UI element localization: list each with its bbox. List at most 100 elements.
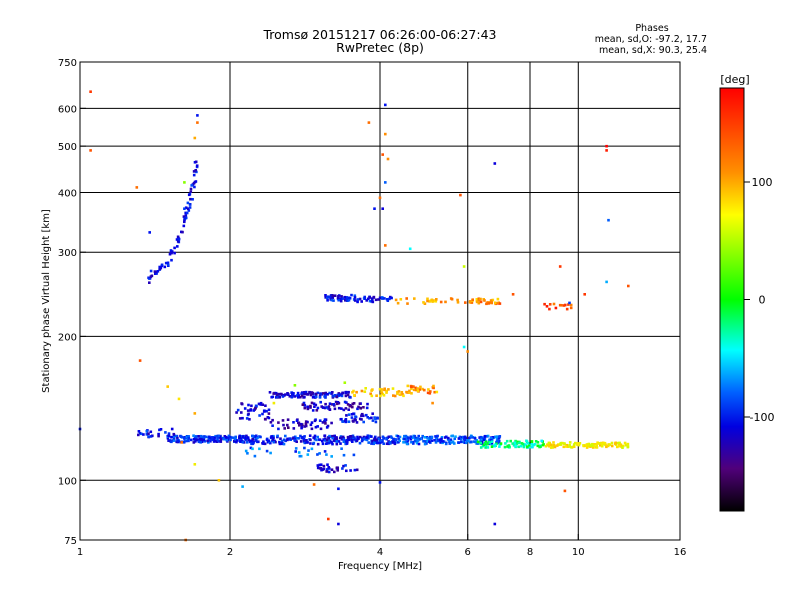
data-point xyxy=(292,427,296,430)
data-point xyxy=(296,391,300,395)
data-point xyxy=(543,302,546,306)
data-point xyxy=(303,391,306,394)
data-point xyxy=(333,434,336,438)
data-point xyxy=(192,434,195,437)
data-point xyxy=(166,263,170,267)
data-point xyxy=(513,441,516,445)
data-point xyxy=(351,419,355,423)
data-point xyxy=(412,388,416,392)
data-point xyxy=(316,391,320,395)
data-point xyxy=(319,463,323,466)
data-point xyxy=(172,434,176,437)
data-point xyxy=(312,402,316,405)
data-point xyxy=(188,206,192,209)
data-point xyxy=(376,441,380,445)
data-point xyxy=(621,444,625,448)
data-point xyxy=(347,408,350,411)
data-point xyxy=(267,416,271,420)
data-point xyxy=(370,416,373,420)
data-point xyxy=(432,384,435,388)
data-point xyxy=(446,438,450,441)
data-point xyxy=(378,196,382,200)
data-point xyxy=(560,304,563,307)
data-point xyxy=(408,247,412,251)
data-point xyxy=(429,437,432,440)
data-point xyxy=(205,435,208,439)
data-point xyxy=(226,436,230,440)
data-point xyxy=(486,442,489,446)
data-point xyxy=(595,446,599,449)
data-point xyxy=(548,307,551,311)
data-point xyxy=(414,388,418,392)
data-point xyxy=(459,437,463,441)
data-point xyxy=(350,293,353,297)
data-point xyxy=(337,487,340,491)
data-point xyxy=(348,437,351,440)
data-point xyxy=(341,467,344,470)
data-point xyxy=(175,238,179,241)
data-point xyxy=(591,446,595,449)
data-point xyxy=(378,387,382,391)
data-point xyxy=(252,441,255,445)
data-point xyxy=(626,445,630,449)
data-point xyxy=(576,442,580,445)
data-point xyxy=(435,298,438,301)
data-point xyxy=(519,444,523,448)
data-point xyxy=(325,438,329,442)
data-point xyxy=(416,436,420,440)
data-point xyxy=(316,435,319,439)
data-point xyxy=(303,439,307,443)
data-point xyxy=(199,434,203,438)
data-point xyxy=(191,198,194,201)
data-point xyxy=(249,409,252,412)
data-point xyxy=(485,435,488,438)
data-point xyxy=(89,90,92,93)
data-point xyxy=(245,417,249,420)
data-point xyxy=(536,441,540,444)
data-point xyxy=(410,440,413,444)
data-point xyxy=(291,437,295,440)
data-point xyxy=(426,299,429,303)
data-point xyxy=(272,434,275,438)
data-point xyxy=(300,392,303,395)
data-point xyxy=(484,446,487,449)
data-point xyxy=(341,435,345,439)
data-point xyxy=(277,427,280,431)
data-point xyxy=(359,407,362,410)
data-point xyxy=(356,300,359,304)
data-point xyxy=(322,438,325,441)
data-point xyxy=(399,298,403,301)
data-point xyxy=(552,302,556,306)
data-point xyxy=(493,444,496,448)
data-point xyxy=(451,440,455,443)
data-point xyxy=(422,301,425,304)
data-point xyxy=(280,439,284,443)
data-point xyxy=(198,437,201,441)
data-point xyxy=(323,395,326,398)
data-point xyxy=(247,412,250,416)
data-point xyxy=(325,468,329,471)
data-point xyxy=(362,435,366,439)
data-point xyxy=(596,441,599,444)
data-point xyxy=(547,441,551,445)
data-point xyxy=(235,440,238,444)
data-point xyxy=(286,392,289,395)
data-point xyxy=(584,444,587,447)
data-point xyxy=(290,395,294,399)
data-point xyxy=(320,392,323,396)
data-point xyxy=(618,441,621,445)
data-point xyxy=(337,392,341,395)
data-point xyxy=(527,442,530,445)
data-point xyxy=(277,421,280,424)
x-tick-label: 1 xyxy=(77,547,83,558)
data-point xyxy=(271,418,274,422)
data-point xyxy=(275,393,279,397)
data-point xyxy=(426,297,429,301)
data-point xyxy=(224,435,228,439)
x-tick-label: 6 xyxy=(465,547,471,558)
data-point xyxy=(288,395,292,398)
data-point xyxy=(274,391,278,395)
data-point xyxy=(465,441,468,445)
data-point xyxy=(272,440,275,444)
data-point xyxy=(358,402,362,405)
